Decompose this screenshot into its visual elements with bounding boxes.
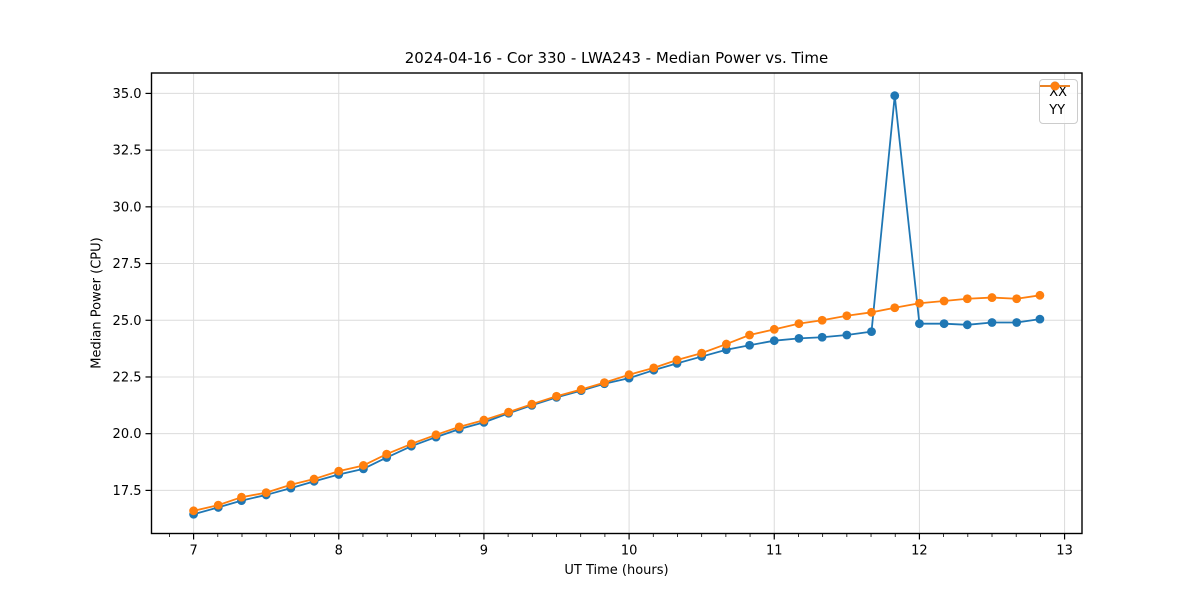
x-tick-label: 7 [189, 544, 197, 559]
series-XX-marker [867, 327, 876, 337]
series-YY-marker [721, 339, 731, 349]
series-XX-marker [939, 319, 949, 329]
series-XX-marker [1012, 318, 1022, 327]
series-XX-marker [817, 332, 827, 342]
series-XX-marker [745, 340, 754, 350]
axis-ticks: 7 8 9 10 11 12 13 17.5 20.0 22.5 25.0 27.5 30.0 32.5 3… [113, 87, 1073, 559]
y-tick-label: 25.0 [113, 314, 142, 329]
series-YY-line [193, 294, 1041, 512]
legend-entry: YY [1040, 81, 1071, 118]
series-YY-marker [745, 330, 754, 340]
x-tick-label: 10 [621, 544, 638, 559]
series-XX-marker [769, 336, 779, 346]
series-XX-marker [915, 319, 924, 329]
x-tick-label: 11 [766, 544, 783, 559]
series-YY-marker [576, 385, 586, 394]
series-YY-marker [189, 506, 198, 516]
series-YY-marker [286, 480, 296, 490]
series-YY-marker [672, 355, 682, 365]
series-YY-marker [309, 474, 319, 484]
series-YY-marker [1035, 290, 1045, 300]
y-tick-label: 35.0 [113, 87, 142, 102]
series-YY-marker [454, 422, 464, 432]
series-YY-marker [987, 293, 997, 302]
y-axis-label-text: Median Power (CPU) [89, 237, 105, 369]
series-YY-marker [697, 348, 707, 358]
y-tick-label: 20.0 [113, 427, 142, 442]
plot-frame [150, 72, 1083, 535]
x-tick-label: 9 [480, 544, 488, 559]
series-YY-marker [527, 399, 537, 409]
legend-label: YY [1049, 103, 1066, 118]
x-tick-label: 8 [335, 544, 343, 559]
series-YY-marker [962, 294, 972, 304]
series-XX-marker [890, 91, 900, 101]
y-tick-label: 27.5 [113, 257, 142, 272]
series-YY-marker [334, 466, 344, 476]
series-YY-marker [1012, 294, 1022, 304]
series-YY-marker [915, 298, 924, 308]
series-YY-marker [213, 500, 223, 510]
y-tick-label: 22.5 [113, 370, 142, 385]
series-YY-marker [431, 430, 441, 440]
series-YY-marker [552, 391, 561, 401]
series-YY-marker [817, 315, 827, 325]
series-XX-marker [794, 334, 804, 343]
series-YY-marker [890, 303, 900, 313]
y-tick-label: 17.5 [113, 484, 142, 499]
series-YY-marker [842, 311, 852, 321]
series-YY-marker [237, 492, 246, 502]
x-tick-label: 13 [1056, 544, 1073, 559]
series-YY-marker [624, 370, 634, 380]
series-XX-marker [1035, 314, 1045, 324]
series-YY [189, 290, 1045, 516]
y-tick-label: 32.5 [113, 144, 142, 159]
series-YY-marker [867, 307, 876, 317]
series-YY-marker [794, 319, 804, 329]
series-YY-marker [406, 439, 416, 449]
series-YY-marker [479, 415, 489, 425]
series-YY-marker [769, 324, 779, 334]
series-YY-marker [649, 363, 659, 373]
x-axis-label: UT Time (hours) [564, 563, 669, 578]
x-tick-label: 12 [911, 544, 928, 559]
series-YY-marker [382, 449, 392, 459]
y-tick-label: 30.0 [113, 200, 142, 215]
series-YY-marker [504, 407, 514, 417]
series-YY-marker [939, 296, 949, 306]
series-XX-marker [962, 320, 972, 330]
series-XX-marker [842, 330, 852, 340]
series-XX-marker [987, 318, 997, 327]
legend: XX YY [1039, 79, 1078, 124]
series-YY-marker [261, 488, 271, 498]
series-YY-marker [359, 461, 368, 470]
chart-title: 2024-04-16 - Cor 330 - LWA243 - Median P… [404, 49, 829, 67]
legend-line-marker-icon [1040, 81, 1071, 91]
series-YY-marker [600, 378, 609, 388]
